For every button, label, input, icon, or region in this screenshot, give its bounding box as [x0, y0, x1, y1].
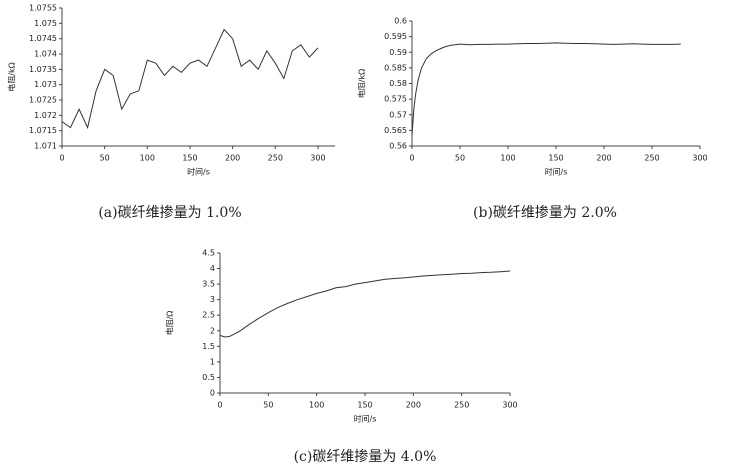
y-tick-label: 1.0735: [29, 65, 57, 74]
x-tick-label: 150: [357, 401, 372, 410]
y-tick-label: 2.5: [202, 311, 215, 320]
x-tick-label: 0: [409, 154, 414, 163]
y-tick-label: 1.0745: [29, 34, 57, 43]
x-tick-label: 50: [455, 154, 465, 163]
y-tick-label: 0.575: [384, 95, 407, 104]
caption: (a)碳纤维掺量为 1.0%: [98, 204, 241, 221]
y-tick-label: 1.075: [34, 19, 57, 28]
y-tick-label: 1.072: [34, 111, 57, 120]
x-tick-label: 200: [406, 401, 421, 410]
x-axis-label: 时间/s: [187, 167, 210, 177]
x-tick-label: 300: [310, 154, 325, 163]
caption: (c)碳纤维掺量为 4.0%: [294, 448, 437, 465]
x-tick-label: 0: [217, 401, 222, 410]
data-line: [411, 42, 681, 136]
y-tick-label: 0.57: [389, 110, 407, 119]
x-tick-label: 100: [140, 154, 155, 163]
y-tick-label: 1.074: [34, 50, 57, 59]
y-tick-label: 0.595: [384, 32, 407, 41]
data-line: [219, 270, 511, 338]
x-tick-label: 0: [59, 154, 64, 163]
x-tick-label: 300: [692, 154, 707, 163]
x-tick-label: 250: [268, 154, 283, 163]
y-tick-label: 0.5: [202, 373, 215, 382]
x-tick-label: 200: [596, 154, 611, 163]
x-tick-label: 200: [225, 154, 240, 163]
y-tick-label: 0.6: [394, 17, 407, 26]
x-tick-label: 150: [548, 154, 563, 163]
y-axis-label: 电阻/Ω: [165, 311, 175, 336]
y-tick-label: 1.5: [202, 342, 215, 351]
x-axis-label: 时间/s: [545, 167, 568, 177]
y-tick-label: 0.56: [389, 142, 407, 151]
caption: (b)碳纤维掺量为 2.0%: [473, 204, 617, 221]
y-tick-label: 1.0725: [29, 96, 57, 105]
x-tick-label: 100: [500, 154, 515, 163]
x-tick-label: 250: [644, 154, 659, 163]
y-tick-label: 1.071: [34, 142, 57, 151]
y-tick-label: 4: [210, 264, 215, 273]
data-line: [61, 28, 319, 130]
x-tick-label: 50: [100, 154, 110, 163]
y-tick-label: 1.0715: [29, 126, 57, 135]
y-tick-label: 0.585: [384, 63, 407, 72]
y-tick-label: 1.0755: [29, 4, 57, 13]
x-axis-label: 时间/s: [354, 414, 377, 424]
y-tick-label: 0.59: [389, 48, 407, 57]
y-tick-label: 1: [210, 357, 215, 366]
x-tick-label: 250: [454, 401, 469, 410]
x-tick-label: 50: [263, 401, 273, 410]
y-tick-label: 1.073: [34, 80, 57, 89]
y-axis-label: 电阻/kΩ: [357, 69, 367, 98]
x-tick-label: 100: [309, 401, 324, 410]
y-axis-label: 电阻/kΩ: [7, 62, 17, 91]
y-tick-label: 0.565: [384, 126, 407, 135]
x-tick-label: 300: [502, 401, 517, 410]
y-tick-label: 0: [210, 389, 215, 398]
x-tick-label: 150: [182, 154, 197, 163]
y-tick-label: 0.58: [389, 79, 407, 88]
y-tick-label: 4.5: [202, 249, 215, 258]
y-tick-label: 3.5: [202, 280, 215, 289]
y-tick-label: 2: [210, 326, 215, 335]
y-tick-label: 3: [210, 295, 215, 304]
